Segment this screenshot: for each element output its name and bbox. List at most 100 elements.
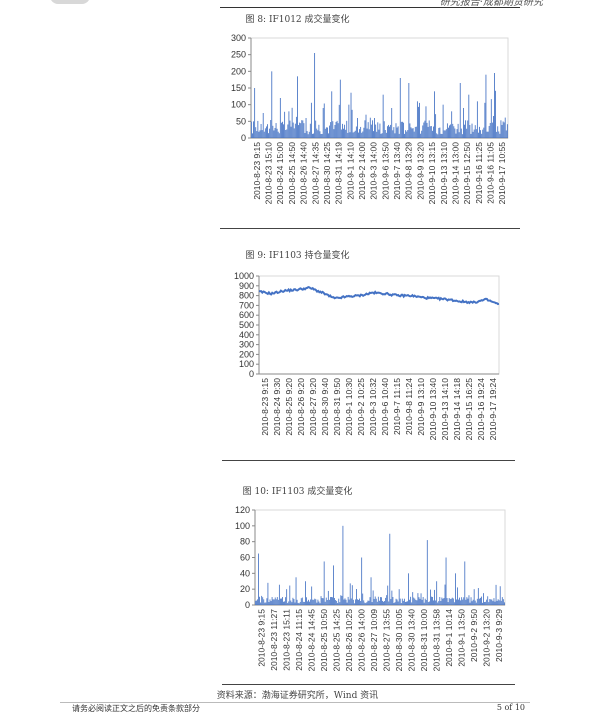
volume-bar	[490, 99, 492, 138]
x-tick-label: 2010-8-25 14:50	[287, 142, 297, 205]
volume-bar	[261, 130, 263, 138]
volume-bar	[468, 595, 470, 605]
volume-bar	[399, 598, 401, 605]
volume-bar	[410, 596, 412, 605]
volume-bar	[351, 109, 353, 138]
volume-bar	[428, 601, 430, 605]
volume-bar	[479, 126, 480, 138]
volume-bar	[440, 133, 442, 138]
volume-bar	[291, 107, 293, 138]
volume-bar	[435, 600, 437, 605]
x-tick-label: 2010-9-6 13:50	[380, 142, 390, 200]
volume-bar	[391, 108, 393, 138]
volume-bar	[362, 593, 364, 605]
volume-bar	[319, 131, 321, 138]
volume-bar	[258, 131, 260, 138]
volume-bar	[496, 600, 498, 605]
volume-bar	[279, 98, 281, 138]
volume-bar	[453, 602, 455, 605]
x-tick-label: 2010-8-26 10:25	[344, 609, 354, 672]
volume-bar	[375, 124, 377, 138]
x-tick-label: 2010-9-16 19:24	[476, 378, 486, 441]
volume-bar	[411, 128, 413, 138]
volume-bar	[474, 125, 476, 138]
volume-bar	[300, 123, 302, 138]
volume-bar	[472, 599, 474, 605]
y-tick-label: 500	[239, 320, 254, 330]
x-tick-label: 2010-9-10 13:40	[428, 378, 438, 441]
volume-bar	[446, 123, 448, 138]
volume-bar	[400, 121, 402, 138]
volume-bar	[333, 565, 334, 605]
x-tick-label: 2010-8-25 10:50	[319, 609, 329, 672]
volume-bar	[371, 602, 373, 605]
volume-bar	[439, 127, 441, 138]
volume-bar	[313, 599, 315, 605]
volume-bar	[397, 601, 399, 605]
volume-bar	[374, 118, 376, 138]
volume-bar	[367, 122, 369, 138]
volume-bar	[401, 598, 403, 605]
volume-bar	[363, 600, 365, 605]
volume-bar	[278, 133, 280, 138]
volume-bar	[339, 79, 341, 138]
volume-bar	[354, 130, 356, 138]
volume-bar	[275, 599, 277, 605]
y-tick-label: 250	[231, 50, 246, 60]
volume-bar	[448, 597, 450, 605]
volume-bar	[498, 131, 500, 138]
volume-bar	[484, 602, 485, 605]
volume-bar	[428, 120, 430, 138]
volume-bar	[251, 121, 252, 138]
volume-bar	[380, 597, 381, 605]
volume-bar	[457, 587, 458, 605]
x-tick-label: 2010-9-6 10:40	[380, 378, 390, 436]
volume-bar	[286, 129, 288, 138]
volume-bar	[273, 599, 275, 605]
volume-bar	[424, 120, 426, 138]
volume-bar	[257, 599, 258, 605]
volume-bar	[433, 600, 434, 605]
volume-bar	[341, 595, 343, 605]
volume-bar	[350, 598, 352, 605]
volume-bar	[418, 597, 420, 605]
volume-bar	[490, 599, 492, 605]
volume-bar	[301, 120, 303, 138]
volume-bar	[439, 596, 441, 605]
volume-bar	[381, 133, 383, 138]
volume-bar	[344, 598, 346, 605]
volume-bar	[332, 121, 334, 138]
volume-bar	[501, 597, 503, 605]
x-tick-label: 2010-8-23 9:15	[260, 378, 270, 436]
volume-bar	[392, 596, 394, 605]
volume-bar	[315, 120, 317, 138]
volume-bar	[335, 121, 337, 138]
page-header-text: 研究报告·成都期货研究	[439, 0, 543, 8]
volume-bar	[369, 597, 371, 605]
volume-bar	[374, 596, 376, 605]
volume-bar	[269, 599, 271, 605]
volume-bar	[402, 600, 404, 605]
x-tick-label: 2010-8-31 9:50	[332, 378, 342, 436]
y-tick-label: 100	[239, 359, 254, 369]
volume-bar	[361, 557, 363, 605]
volume-bar	[263, 599, 265, 605]
volume-bar	[470, 133, 472, 138]
volume-bar	[393, 127, 395, 138]
y-tick-label: 20	[240, 584, 250, 594]
volume-bar	[355, 126, 357, 138]
volume-bar	[457, 123, 459, 138]
volume-bar	[267, 124, 268, 138]
x-tick-label: 2010-8-23 15:10	[264, 142, 274, 205]
volume-bar	[483, 593, 484, 605]
volume-bar	[486, 599, 488, 605]
volume-bar	[451, 111, 453, 138]
volume-bar	[425, 106, 427, 138]
volume-bar	[488, 602, 490, 605]
volume-bar	[472, 131, 474, 138]
volume-bar	[391, 590, 393, 605]
volume-bar	[436, 581, 438, 605]
volume-bar	[475, 602, 477, 605]
volume-bar	[318, 124, 320, 138]
